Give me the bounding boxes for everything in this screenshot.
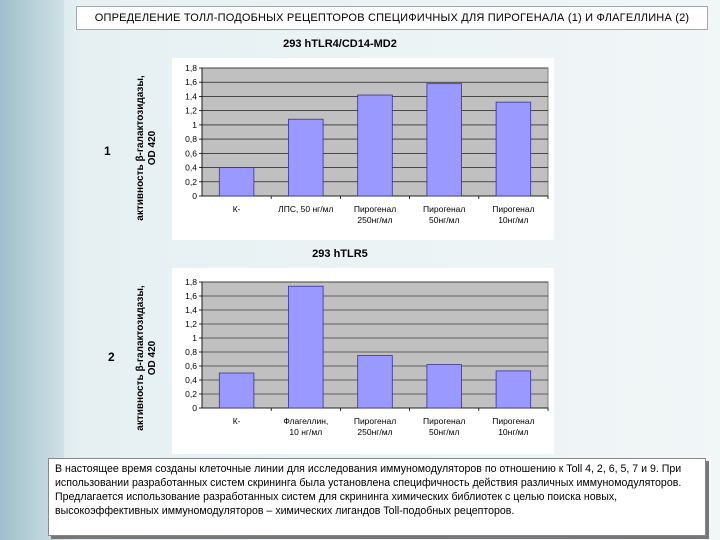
chart1-bar (426, 83, 462, 197)
description-box: В настоящее время созданы клеточные лини… (48, 458, 706, 536)
chart2-bar (495, 370, 532, 409)
chart1-bar (288, 118, 324, 197)
chart1-bar (495, 101, 532, 197)
chart1-title: 293 hTLR4/CD14-MD2 (283, 38, 397, 50)
chart2-bar (426, 364, 462, 409)
chart1-xtick-label: 250нг/мл (357, 215, 392, 225)
chart1-ylabel-line2: OD 420 (147, 130, 158, 166)
chart2-xtick-label: К- (233, 416, 241, 426)
chart2-ylabel: активность β-галактозидазы, OD 420 (135, 273, 159, 443)
chart1-ytick-label: 1,4 (185, 91, 197, 101)
chart2-ytick-label: 1,4 (185, 305, 197, 315)
chart2-ytick-label: 0 (192, 403, 197, 413)
chart1-bar (357, 94, 393, 197)
chart2-ytick-label: 0,8 (185, 347, 197, 357)
chart1-xtick-label: Пирогенал (354, 204, 396, 214)
chart1-xtick-label: 50нг/мл (429, 215, 459, 225)
chart2-xtick-label: Пирогенал (423, 416, 465, 426)
chart2-xtick-label: Пирогенал (492, 416, 534, 426)
chart1-ytick-label: 0,8 (185, 134, 197, 144)
chart1-xtick-label: ЛПС, 50 нг/мл (278, 204, 333, 214)
chart2-ytick-label: 0,4 (185, 375, 197, 385)
panel-number-1: 1 (104, 144, 111, 158)
slide-title: ОПРЕДЕЛЕНИЕ ТОЛЛ-ПОДОБНЫХ РЕЦЕПТОРОВ СПЕ… (76, 6, 708, 30)
chart1-ylabel-line1: активность β-галактозидазы, (135, 75, 146, 221)
chart1-bar (218, 167, 255, 197)
left-decor-band (0, 0, 64, 540)
chart1-ytick-label: 0 (192, 191, 197, 201)
chart2-xtick-label: 50нг/мл (429, 427, 459, 437)
chart1-svg: 0 0,2 0,4 0,6 0,8 1 1,2 1,4 1,6 1,8 К- ЛПС, 50 нг/м… (185, 63, 549, 225)
chart2-ytick-label: 0,6 (185, 361, 197, 371)
chart2-title: 293 hTLR5 (312, 248, 368, 260)
chart2-bar (218, 372, 255, 409)
chart1-ytick-label: 0,6 (185, 148, 197, 158)
chart1-xtick-label: К- (233, 204, 241, 214)
chart1-ytick-label: 1,8 (185, 63, 197, 73)
chart1-ytick-label: 0,2 (185, 177, 197, 187)
chart1-ylabel: активность β-галактозидазы, OD 420 (135, 63, 159, 233)
chart2-bar (288, 285, 324, 409)
chart2-xtick-label: 10 нг/мл (289, 427, 322, 437)
chart1-ytick-label: 1,2 (185, 106, 197, 116)
chart1-area: 0 0,2 0,4 0,6 0,8 1 1,2 1,4 1,6 1,8 К- ЛПС, 50 нг/м… (172, 58, 554, 240)
chart1-xtick-label: Пирогенал (492, 204, 534, 214)
chart2-ytick-label: 1,2 (185, 319, 197, 329)
panel-number-2: 2 (108, 350, 115, 364)
chart2-ylabel-line2: OD 420 (147, 340, 158, 376)
chart1-ytick-label: 1 (192, 120, 197, 130)
chart2-xtick-label: Флагеллин, (283, 416, 328, 426)
chart2-bar (357, 355, 393, 409)
chart1-ytick-label: 1,6 (185, 77, 197, 87)
chart2-ytick-label: 1,6 (185, 291, 197, 301)
chart1-xtick-label: Пирогенал (423, 204, 465, 214)
chart2-ytick-label: 1 (192, 333, 197, 343)
chart2-area: 0 0,2 0,4 0,6 0,8 1 1,2 1,4 1,6 1,8 К- Флагеллин, 10… (172, 268, 554, 454)
chart2-ylabel-line1: активность β-галактозидазы, (135, 285, 146, 431)
chart1-xtick-label: 10нг/мл (498, 215, 528, 225)
chart2-xtick-label: 10нг/мл (498, 427, 528, 437)
slide-title-text: ОПРЕДЕЛЕНИЕ ТОЛЛ-ПОДОБНЫХ РЕЦЕПТОРОВ СПЕ… (94, 12, 690, 24)
chart1-ytick-label: 0,4 (185, 163, 197, 173)
chart2-svg: 00,20,40,60,811,21,41,61,8К- Флагеллин,10… (185, 277, 549, 437)
chart2-ytick-label: 0,2 (185, 389, 197, 399)
chart2-xtick-label: 250нг/мл (357, 427, 392, 437)
chart2-xtick-label: Пирогенал (354, 416, 396, 426)
description-text: В настоящее время созданы клеточные лини… (55, 463, 682, 517)
chart2-ytick-label: 1,8 (185, 277, 197, 287)
